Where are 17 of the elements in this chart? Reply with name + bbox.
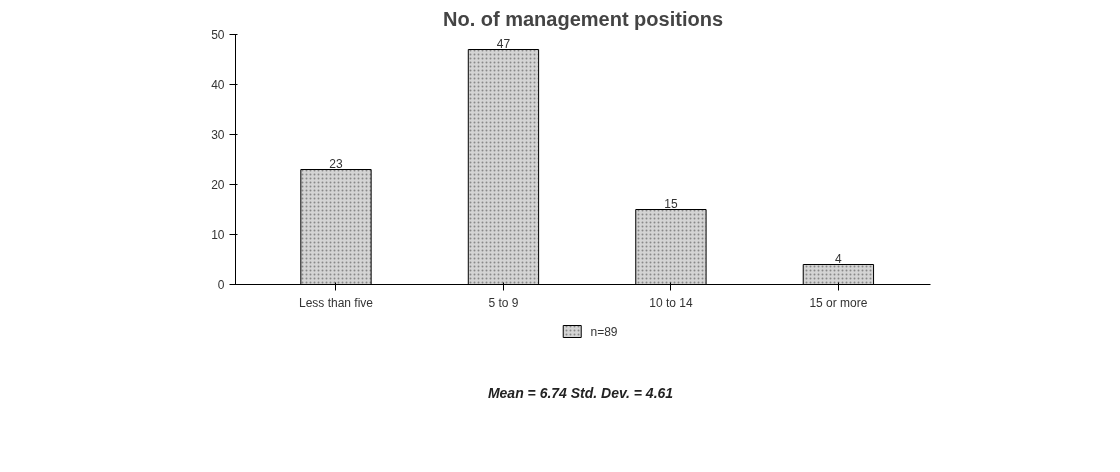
y-tick-label: 30 (211, 128, 225, 142)
x-tick-label: 15 or more (809, 295, 868, 310)
data-label: 4 (835, 251, 843, 266)
x-tick-label: Less than five (298, 295, 374, 310)
y-tick-label: 40 (211, 78, 225, 92)
legend-label: n=89 (590, 324, 618, 339)
data-label: 47 (496, 36, 511, 51)
y-tick-label: 50 (211, 28, 225, 42)
x-tick-label: 5 to 9 (488, 295, 519, 310)
y-tick-label: 10 (211, 228, 225, 242)
text: Mean = 6.74 Std. Dev. = 4.61 (487, 385, 674, 402)
data-label: 15 (664, 196, 678, 211)
y-tick-label: 20 (211, 178, 225, 192)
y-tick-label: 0 (217, 278, 225, 292)
data-label: 23 (329, 156, 343, 171)
chart-title: No. of management positions (442, 7, 724, 30)
x-tick-label: 10 to 14 (649, 295, 693, 310)
